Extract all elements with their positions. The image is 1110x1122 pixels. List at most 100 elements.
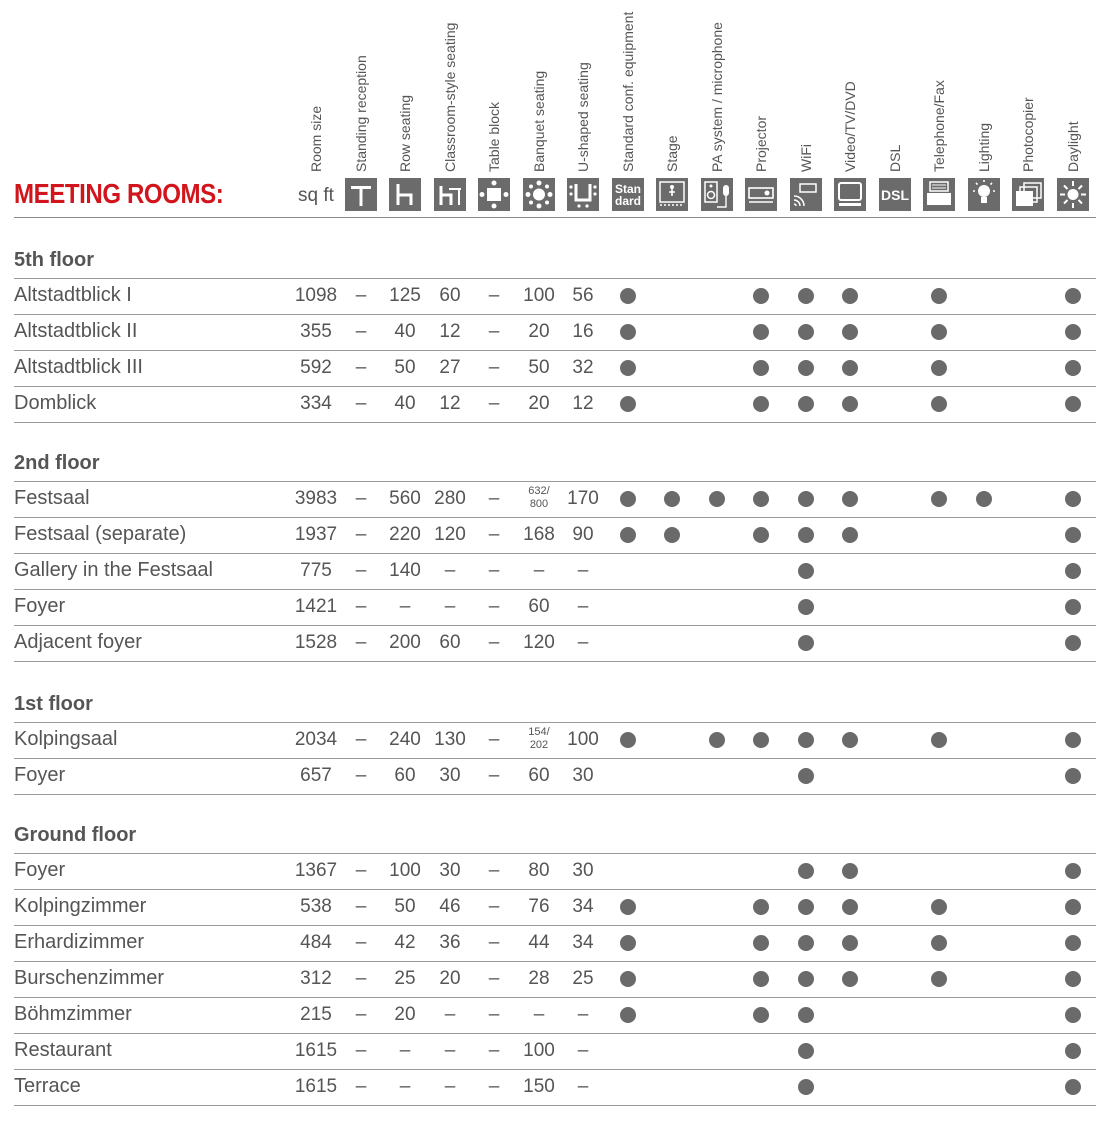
table-cell: 1615	[294, 1040, 338, 1061]
table-cell: –	[355, 860, 367, 881]
table-cell: 60	[394, 765, 416, 786]
feature-available-dot	[620, 899, 636, 915]
table-cell: –	[355, 285, 367, 306]
row-divider	[14, 961, 1096, 962]
feature-available-dot	[753, 491, 769, 507]
feature-available-dot	[842, 288, 858, 304]
table-cell: –	[399, 596, 411, 617]
section-heading: 1st floor	[14, 693, 93, 715]
table-cell: 60	[439, 285, 461, 306]
feature-available-dot	[620, 396, 636, 412]
table-cell: –	[577, 632, 589, 653]
feature-available-dot	[620, 971, 636, 987]
feature-available-dot	[798, 635, 814, 651]
standing-reception-icon	[345, 178, 377, 211]
table-cell: –	[444, 560, 456, 581]
feature-available-dot	[1065, 288, 1081, 304]
feature-available-dot	[798, 360, 814, 376]
table-cell: 28	[528, 968, 550, 989]
column-header: Video/TV/DVD	[842, 81, 858, 172]
feature-available-dot	[798, 1007, 814, 1023]
feature-available-dot	[753, 288, 769, 304]
table-cell: 30	[572, 765, 594, 786]
feature-available-dot	[798, 1079, 814, 1095]
column-header: PA system / microphone	[709, 22, 725, 172]
table-cell: –	[355, 393, 367, 414]
table-cell: 25	[572, 968, 594, 989]
feature-available-dot	[842, 971, 858, 987]
feature-available-dot	[753, 935, 769, 951]
feature-available-dot	[620, 491, 636, 507]
room-name: Gallery in the Festsaal	[14, 559, 213, 581]
table-cell: 1098	[294, 285, 338, 306]
page-title: MEETING ROOMS:	[14, 178, 224, 209]
table-cell: 76	[528, 896, 550, 917]
table-cell: 3983	[294, 488, 338, 509]
row-divider	[14, 997, 1096, 998]
feature-available-dot	[664, 491, 680, 507]
row-seating-icon	[389, 178, 421, 211]
table-cell: 60	[439, 632, 461, 653]
table-cell: 50	[394, 357, 416, 378]
column-header: WiFi	[798, 144, 814, 172]
table-cell: 20	[528, 321, 550, 342]
table-cell: –	[533, 560, 545, 581]
room-name: Erhardizimmer	[14, 931, 145, 953]
section-heading: 5th floor	[14, 249, 94, 271]
table-cell: –	[355, 560, 367, 581]
feature-available-dot	[1065, 324, 1081, 340]
table-cell: –	[488, 968, 500, 989]
row-divider	[14, 517, 1096, 518]
feature-available-dot	[931, 288, 947, 304]
room-name: Foyer	[14, 764, 66, 786]
unit-label: sq ft	[298, 185, 334, 206]
feature-available-dot	[753, 396, 769, 412]
feature-available-dot	[753, 324, 769, 340]
table-cell: 80	[528, 860, 550, 881]
column-header: DSL	[887, 144, 903, 172]
row-divider	[14, 1033, 1096, 1034]
row-divider	[14, 794, 1096, 795]
row-divider	[14, 758, 1096, 759]
table-cell: 125	[389, 285, 421, 306]
row-divider	[14, 661, 1096, 662]
classroom-seating-icon	[434, 178, 466, 211]
feature-available-dot	[1065, 971, 1081, 987]
table-cell: 12	[439, 321, 461, 342]
table-cell: 100	[523, 285, 555, 306]
table-cell: 560	[389, 488, 421, 509]
table-cell: 100	[567, 729, 599, 750]
table-cell: 20	[528, 393, 550, 414]
feature-available-dot	[931, 324, 947, 340]
table-cell: 215	[300, 1004, 332, 1025]
pa-system-icon	[701, 178, 733, 211]
table-cell: 32	[572, 357, 594, 378]
feature-available-dot	[842, 732, 858, 748]
row-divider	[14, 553, 1096, 554]
table-cell: –	[355, 968, 367, 989]
table-cell: 25	[394, 968, 416, 989]
room-name: Adjacent foyer	[14, 631, 142, 653]
feature-available-dot	[1065, 768, 1081, 784]
column-header: U-shaped seating	[575, 62, 591, 172]
feature-available-dot	[1065, 863, 1081, 879]
table-cell: 168	[523, 524, 555, 545]
column-header: Photocopier	[1020, 97, 1036, 172]
feature-available-dot	[842, 935, 858, 951]
capacity-value-top: 632/	[528, 485, 550, 497]
table-cell: 100	[389, 860, 421, 881]
section-divider	[14, 278, 1096, 279]
room-name: Altstadtblick I	[14, 284, 132, 306]
table-cell: –	[444, 1076, 456, 1097]
table-cell: –	[488, 560, 500, 581]
feature-available-dot	[620, 732, 636, 748]
feature-available-dot	[842, 491, 858, 507]
room-name: Festsaal (separate)	[14, 523, 187, 545]
table-cell: –	[399, 1040, 411, 1061]
feature-available-dot	[798, 863, 814, 879]
table-cell: 27	[439, 357, 461, 378]
row-divider	[14, 1069, 1096, 1070]
table-cell: 46	[439, 896, 461, 917]
dsl-icon: DSL	[879, 178, 911, 211]
room-name: Festsaal	[14, 487, 90, 509]
